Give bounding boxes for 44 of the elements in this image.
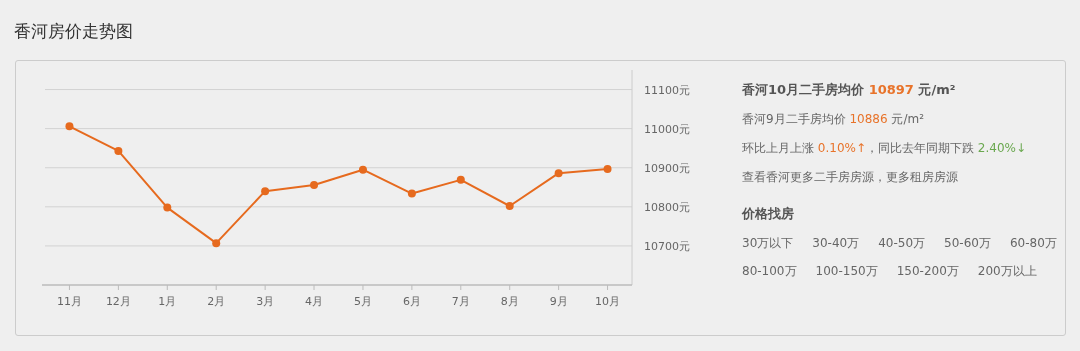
point: [407, 189, 416, 198]
y-tick-label: 10900元: [644, 161, 690, 175]
y-tick-label: 11000元: [644, 122, 690, 136]
x-tick-label: 8月: [500, 295, 519, 308]
text: 50-60万: [944, 235, 991, 252]
point: [456, 175, 465, 184]
y-tick-label: 10800元: [644, 200, 690, 214]
text: 100-150万: [815, 263, 878, 280]
point: [163, 203, 172, 212]
y-tick-label: 10700元: [644, 239, 690, 253]
text: 30万以下: [742, 235, 794, 252]
point: [261, 187, 270, 196]
x-tick-label: 12月: [105, 295, 131, 308]
text: 价格找房: [742, 205, 795, 223]
x-tick-label: 9月: [549, 295, 568, 308]
text: 香河10月二手房均价 10897 元/m²: [742, 81, 957, 99]
text: 环比上月上涨 0.10%↑，同比去年同期下跌 2.40%↓: [742, 140, 1028, 157]
text: 香河9月二手房均价 10886 元/m²: [742, 111, 925, 128]
x-tick-label: 4月: [305, 295, 324, 308]
x-tick-label: 2月: [207, 295, 226, 308]
point: [505, 202, 514, 211]
x-tick-label: 3月: [256, 295, 275, 308]
text: 60-80万: [1009, 235, 1057, 252]
x-tick-label: 1月: [158, 295, 177, 308]
x-tick-label: 5月: [353, 295, 372, 308]
x-tick-label: 10月: [595, 295, 621, 308]
point: [114, 146, 123, 155]
point: [65, 122, 74, 131]
point: [310, 180, 319, 189]
text: 80-100万: [742, 263, 797, 280]
text: 150-200万: [896, 263, 959, 280]
x-tick-label: 7月: [451, 295, 470, 308]
chart-title: 香河房价走势图: [14, 20, 133, 43]
point: [603, 164, 612, 173]
point: [212, 239, 221, 248]
text: 查看香河更多二手房房源，更多租房房源: [742, 169, 959, 186]
text: 40-50万: [878, 235, 926, 252]
x-tick-label: 6月: [402, 295, 421, 308]
text: 200万以上: [977, 263, 1037, 280]
y-tick-label: 11100元: [644, 83, 690, 97]
x-tick-label: 11月: [56, 295, 82, 308]
text: 30-40万: [812, 235, 860, 252]
point: [358, 165, 367, 174]
point: [554, 169, 563, 178]
